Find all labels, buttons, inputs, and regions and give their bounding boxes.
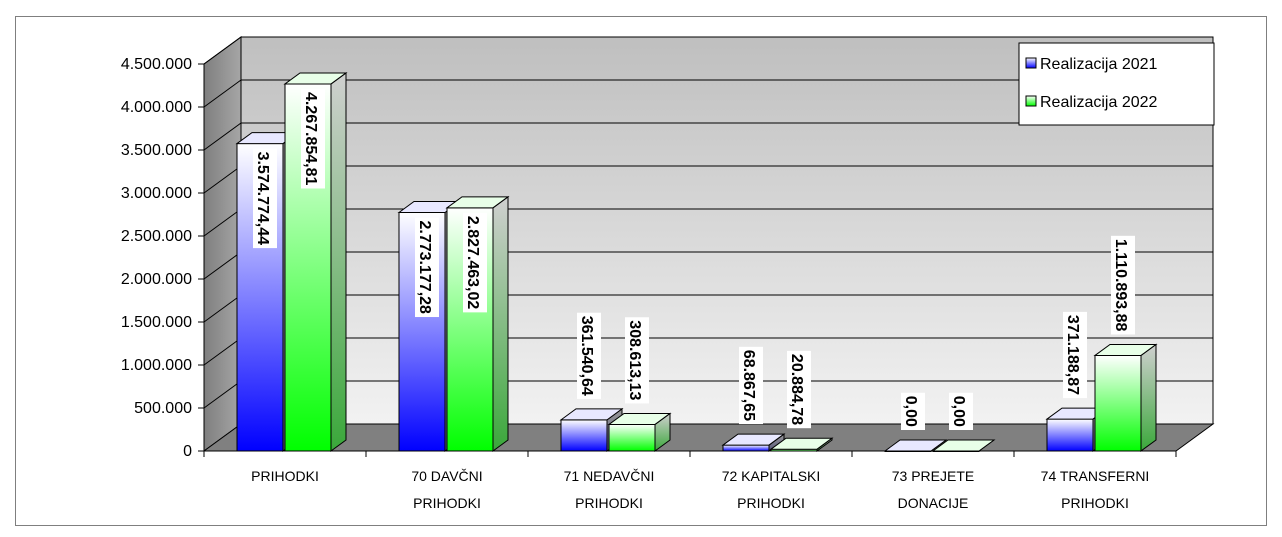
bar-2022 bbox=[608, 423, 656, 452]
gridline-side bbox=[203, 208, 242, 237]
data-label-bg bbox=[1111, 235, 1135, 335]
data-label-text: 2.827.463,02 bbox=[464, 216, 481, 310]
y-tick-label: 3.500.000 bbox=[121, 142, 192, 159]
data-label-bg bbox=[625, 317, 649, 404]
data-label: 1.110.893,88 bbox=[1111, 235, 1135, 335]
bar-2022-top bbox=[1093, 343, 1158, 356]
x-tick-label: PRIHODKI bbox=[251, 468, 319, 484]
data-label-text: 68.867,65 bbox=[740, 350, 757, 421]
x-tick-label: PRIHODKI bbox=[737, 495, 805, 511]
bar-2021-top bbox=[559, 408, 624, 421]
x-tick-label: 74 TRANSFERNI bbox=[1041, 468, 1150, 484]
y-tick-label: 2.500.000 bbox=[121, 228, 192, 245]
y-tick-label: 3.000.000 bbox=[121, 185, 192, 202]
legend-label: Realizacija 2021 bbox=[1040, 56, 1158, 73]
data-label-bg bbox=[739, 346, 763, 425]
legend-swatch bbox=[1025, 57, 1037, 69]
bar-2021-top bbox=[721, 433, 786, 446]
bar-chart: 0 500.000 1.000.000 1.500.000 2.000.000 2.500… bbox=[121, 36, 1215, 511]
data-label: 371.188,87 bbox=[1063, 311, 1087, 399]
gridline-side bbox=[203, 165, 242, 194]
gridline-side bbox=[203, 337, 242, 366]
data-label: 4.267.854,81 bbox=[301, 88, 325, 189]
data-label-text: 308.613,13 bbox=[626, 320, 643, 400]
bar-2022-top bbox=[607, 412, 672, 425]
bar-2022-top bbox=[283, 72, 348, 85]
data-label-bg bbox=[787, 350, 811, 429]
y-tick-label: 4.500.000 bbox=[121, 56, 192, 73]
data-label: 361.540,64 bbox=[577, 312, 601, 399]
bar-2021 bbox=[1046, 418, 1094, 452]
y-tick-label: 1.500.000 bbox=[121, 314, 192, 331]
x-tick-label: 71 NEDAVČNI bbox=[564, 468, 655, 484]
y-tick-label: 0 bbox=[183, 443, 192, 460]
bar-2022-top bbox=[931, 439, 996, 452]
data-label: 20.884,78 bbox=[787, 350, 811, 429]
data-label-text: 361.540,64 bbox=[578, 316, 595, 396]
x-tick-label: 72 KAPITALSKI bbox=[722, 468, 821, 484]
gridline-side bbox=[203, 122, 242, 151]
data-label-bg bbox=[901, 392, 925, 430]
x-tick-label: PRIHODKI bbox=[1061, 495, 1129, 511]
data-label-bg bbox=[949, 392, 973, 430]
bar-2022-side bbox=[330, 71, 347, 452]
y-tick-label: 4.000.000 bbox=[121, 99, 192, 116]
data-label-text: 0,00 bbox=[950, 396, 967, 427]
data-label-text: 4.267.854,81 bbox=[302, 92, 319, 186]
y-tick-label: 1.000.000 bbox=[121, 357, 192, 374]
y-tick-label: 2.000.000 bbox=[121, 271, 192, 288]
data-label: 3.574.774,44 bbox=[253, 148, 277, 249]
gridline-side bbox=[203, 79, 242, 108]
gridline-side bbox=[203, 251, 242, 280]
data-label-bg bbox=[1063, 311, 1087, 399]
y-tick-label: 500.000 bbox=[134, 400, 192, 417]
x-tick-label: PRIHODKI bbox=[413, 495, 481, 511]
bar-2022-top bbox=[445, 196, 510, 209]
data-label-text: 1.110.893,88 bbox=[1112, 239, 1129, 332]
data-label-text: 2.773.177,28 bbox=[416, 221, 433, 315]
bar-2021 bbox=[560, 419, 608, 452]
bar-2022-top bbox=[769, 437, 834, 450]
x-tick-label: PRIHODKI bbox=[575, 495, 643, 511]
data-label: 308.613,13 bbox=[625, 317, 649, 404]
data-label-text: 371.188,87 bbox=[1064, 315, 1081, 395]
data-label-bg bbox=[577, 312, 601, 399]
legend-swatch bbox=[1025, 95, 1037, 107]
legend bbox=[1018, 42, 1215, 126]
data-label: 2.827.463,02 bbox=[463, 212, 487, 313]
bar-2022 bbox=[1094, 354, 1142, 452]
bar-2022-side bbox=[1140, 343, 1157, 452]
gridline-side bbox=[203, 36, 242, 65]
x-tick-label: DONACIJE bbox=[898, 495, 969, 511]
data-label: 2.773.177,28 bbox=[415, 217, 439, 318]
data-label-text: 0,00 bbox=[902, 396, 919, 427]
data-label-bg bbox=[463, 212, 487, 313]
data-label-bg bbox=[253, 148, 277, 249]
data-label: 0,00 bbox=[901, 392, 925, 430]
data-label: 0,00 bbox=[949, 392, 973, 430]
data-label: 68.867,65 bbox=[739, 346, 763, 425]
chart-area: 0 500.000 1.000.000 1.500.000 2.000.000 2.500… bbox=[15, 16, 1267, 526]
data-label-text: 3.574.774,44 bbox=[254, 152, 271, 246]
bar-2022-side bbox=[492, 195, 509, 452]
x-tick-label: 70 DAVČNI bbox=[411, 468, 482, 484]
data-label-bg bbox=[415, 217, 439, 318]
data-label-text: 20.884,78 bbox=[788, 354, 805, 425]
data-label-bg bbox=[301, 88, 325, 189]
bar-2021-top bbox=[883, 439, 948, 452]
side-wall bbox=[203, 36, 242, 452]
legend-label: Realizacija 2022 bbox=[1040, 94, 1158, 111]
x-tick-label: 73 PREJETE bbox=[892, 468, 974, 484]
gridline-side bbox=[203, 294, 242, 323]
bar-2021 bbox=[722, 444, 770, 452]
gridline-side bbox=[203, 380, 242, 409]
